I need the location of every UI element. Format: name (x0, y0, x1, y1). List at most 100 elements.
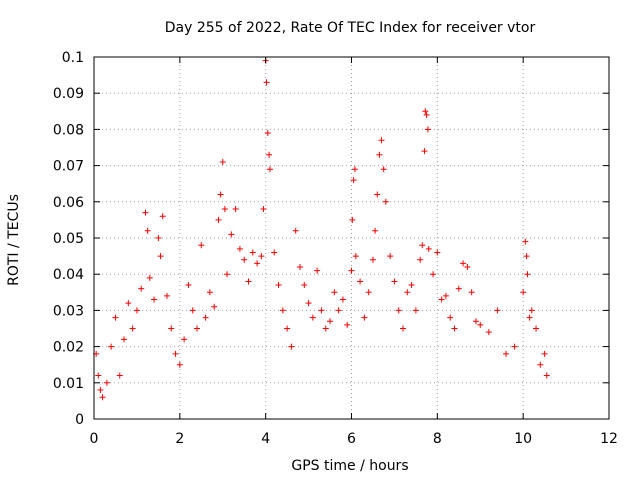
data-point (464, 263, 471, 270)
data-point (520, 289, 527, 296)
chart-title: Day 255 of 2022, Rate Of TEC Index for r… (165, 20, 536, 36)
data-point (395, 307, 402, 314)
data-point (327, 318, 334, 325)
data-point (344, 321, 351, 328)
data-point (133, 307, 140, 314)
y-axis-ticks: 0 0.01 0.02 0.03 0.04 0.05 0.06 0.07 0.08 0.09 0.1 (53, 50, 609, 428)
data-point (485, 329, 492, 336)
data-point (352, 253, 359, 260)
data-point (528, 307, 535, 314)
data-point (103, 379, 110, 386)
data-point (361, 314, 368, 321)
data-point (404, 289, 411, 296)
data-point (305, 300, 312, 307)
data-point (264, 130, 271, 137)
data-point (266, 151, 273, 158)
data-point (138, 285, 145, 292)
data-point (460, 260, 467, 267)
data-point (228, 231, 235, 238)
data-point (189, 307, 196, 314)
data-point (541, 350, 548, 357)
data-point (176, 361, 183, 368)
data-point (271, 249, 278, 256)
data-point (249, 249, 256, 256)
data-point (314, 267, 321, 274)
data-point (284, 325, 291, 332)
x-tick-label: 0 (90, 431, 99, 447)
data-point (181, 336, 188, 343)
data-point (155, 235, 162, 241)
data-point (99, 394, 106, 401)
data-point (95, 372, 102, 379)
x-tick-label: 2 (175, 431, 184, 447)
data-point (236, 245, 243, 252)
data-point (357, 278, 364, 285)
data-point (241, 256, 248, 263)
data-point (339, 296, 346, 303)
data-point (221, 206, 228, 213)
data-point (425, 245, 432, 252)
data-point (423, 111, 430, 118)
data-point (376, 151, 383, 158)
x-tick-label: 10 (514, 431, 532, 447)
data-point (430, 271, 437, 278)
x-tick-label: 12 (600, 431, 618, 447)
data-point (266, 166, 273, 173)
data-point (322, 325, 329, 332)
data-point (494, 307, 501, 314)
data-point (417, 256, 424, 263)
data-point (97, 387, 104, 394)
data-point (206, 289, 213, 296)
data-point (511, 343, 518, 350)
y-tick-label: 0.1 (62, 50, 84, 66)
data-point (447, 314, 454, 321)
data-point (503, 350, 509, 357)
data-point (129, 325, 136, 332)
data-point (533, 325, 540, 332)
data-point (468, 289, 475, 296)
data-point (537, 361, 544, 368)
y-tick-label: 0.04 (53, 267, 84, 283)
data-point (380, 166, 387, 173)
x-tick-label: 8 (433, 431, 442, 447)
data-point (348, 267, 355, 274)
data-point (318, 307, 325, 314)
data-point (215, 216, 222, 223)
data-point (422, 108, 429, 115)
data-point (142, 209, 149, 216)
grid-lines (94, 57, 609, 419)
data-point (522, 238, 529, 245)
data-point (279, 307, 286, 314)
data-point (365, 289, 372, 296)
data-point (421, 148, 428, 155)
y-tick-label: 0.01 (53, 376, 84, 392)
x-tick-label: 4 (261, 431, 270, 447)
data-point (211, 303, 218, 310)
data-point (349, 216, 356, 223)
data-point (523, 253, 530, 260)
data-point (451, 325, 458, 332)
data-point (351, 166, 358, 173)
y-tick-label: 0.03 (53, 303, 84, 319)
data-point (168, 325, 175, 332)
data-point (224, 271, 231, 278)
data-point (524, 271, 531, 278)
data-point (424, 126, 431, 133)
y-tick-label: 0.02 (53, 340, 84, 356)
data-point (245, 278, 252, 285)
data-point (526, 314, 533, 321)
data-point (434, 249, 441, 256)
data-point (400, 325, 406, 332)
y-tick-label: 0 (75, 412, 84, 428)
y-tick-label: 0.05 (53, 231, 84, 247)
data-point (198, 242, 205, 249)
data-point (292, 227, 299, 234)
data-point (331, 289, 338, 296)
data-point (157, 253, 164, 260)
data-point (372, 227, 379, 234)
data-point (374, 191, 381, 198)
data-point (378, 137, 385, 144)
data-points (93, 57, 550, 401)
